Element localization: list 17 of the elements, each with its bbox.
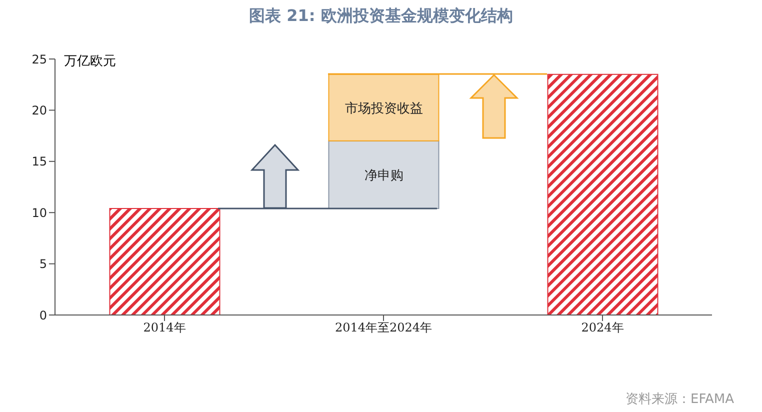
y-tick-label: 25 — [32, 52, 47, 66]
chart-title: 图表 21: 欧洲投资基金规模变化结构 — [248, 6, 514, 27]
y-tick-label: 20 — [32, 103, 47, 118]
y-axis-title: 万亿欧元 — [64, 53, 116, 70]
bar — [547, 74, 658, 315]
series-label: 市场投资收益 — [344, 101, 423, 116]
bar — [109, 208, 220, 315]
x-tick-label: 2014年 — [143, 320, 186, 335]
bar — [328, 140, 440, 210]
text: 资料来源：EFAMA — [625, 391, 734, 408]
x-tick-label: 2014年至2024年 — [334, 320, 432, 335]
y-tick-label: 5 — [39, 257, 47, 272]
series-label: 净申购 — [364, 168, 404, 184]
y-tick-label: 15 — [32, 154, 47, 169]
x-tick-label: 2024年 — [581, 320, 624, 335]
y-tick-label: 10 — [32, 206, 47, 220]
y-tick-label: 0 — [39, 308, 47, 322]
